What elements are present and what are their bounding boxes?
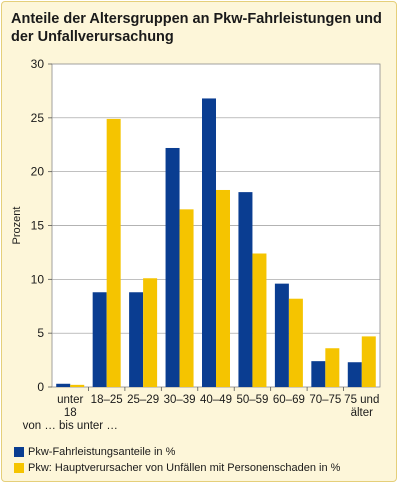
bar-unfall-5 — [252, 253, 267, 387]
y-tick-label-2: 10 — [31, 272, 45, 286]
chart-legend: Pkw-Fahrleistungsanteile in % Pkw: Haupt… — [14, 444, 340, 476]
x-tick-label-4-0: 40–49 — [200, 394, 232, 406]
x-tick-label-0-0: unter — [57, 394, 83, 406]
x-tick-label-1-0: 18–25 — [91, 394, 123, 406]
bar-fahrleistung-4 — [202, 98, 216, 387]
bar-unfall-8 — [361, 336, 376, 387]
y-tick-label-0: 0 — [37, 380, 44, 394]
y-tick-label-5: 25 — [31, 111, 45, 125]
y-tick-label-4: 20 — [31, 165, 45, 179]
bar-unfall-6 — [288, 298, 303, 387]
x-tick-label-8-0: 75 und — [344, 394, 379, 406]
bar-unfall-3 — [179, 209, 194, 387]
bar-fahrleistung-7 — [311, 361, 326, 387]
chart-title: Anteile der Altersgruppen an Pkw-Fahrlei… — [11, 11, 382, 45]
bar-fahrleistung-8 — [347, 362, 362, 387]
y-axis-label: Prozent — [11, 207, 23, 245]
x-tick-label-2-0: 25–29 — [127, 394, 159, 406]
y-tick-label-3: 15 — [31, 219, 45, 233]
bar-unfall-0 — [70, 384, 85, 387]
y-tick-label-6: 30 — [31, 57, 45, 71]
bar-fahrleistung-0 — [56, 383, 71, 387]
bar-unfall-4 — [216, 189, 230, 387]
x-tick-label-0-1: 18 — [64, 407, 77, 419]
bar-fahrleistung-2 — [129, 292, 144, 387]
bar-fahrleistung-1 — [92, 292, 107, 387]
legend-label-unfall: Pkw: Hauptverursacher von Unfällen mit P… — [28, 462, 341, 474]
x-tick-label-8-1: älter — [351, 407, 374, 419]
bar-unfall-7 — [325, 348, 340, 387]
y-tick-label-1: 5 — [37, 326, 44, 340]
bar-unfall-2 — [143, 278, 158, 387]
bar-unfall-1 — [106, 118, 121, 387]
x-tick-label-7-0: 70–75 — [309, 394, 341, 406]
legend-item-unfall: Pkw: Hauptverursacher von Unfällen mit P… — [14, 460, 340, 476]
legend-swatch-blue — [14, 447, 24, 457]
legend-item-fahrleistung: Pkw-Fahrleistungsanteile in % — [14, 444, 340, 460]
legend-swatch-yellow — [14, 463, 24, 473]
legend-label-fahrleistung: Pkw-Fahrleistungsanteile in % — [28, 446, 176, 458]
bar-fahrleistung-6 — [274, 283, 289, 387]
x-tick-label-3-0: 30–39 — [164, 394, 196, 406]
x-tick-label-0-2: von … bis unter … — [23, 420, 118, 432]
x-tick-label-6-0: 60–69 — [273, 394, 305, 406]
bar-fahrleistung-5 — [238, 192, 253, 387]
bar-fahrleistung-3 — [165, 147, 180, 387]
x-tick-label-5-0: 50–59 — [236, 394, 268, 406]
